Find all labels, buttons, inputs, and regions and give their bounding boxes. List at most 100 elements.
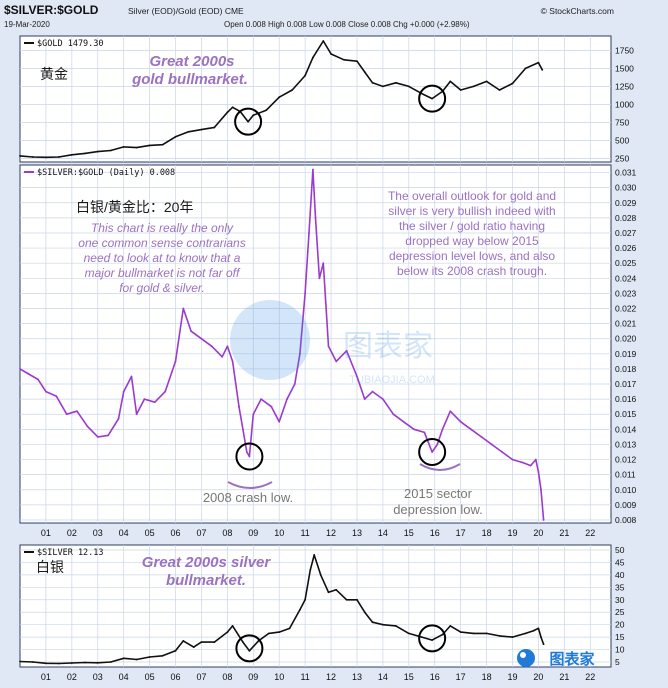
data-point [343,58,345,61]
y-tick-label: 30 [615,595,625,605]
x-tick-label: 09 [248,528,258,538]
header-description: Silver (EOD)/Gold (EOD) CME [128,6,244,16]
data-point [96,435,99,438]
data-point [278,420,281,423]
data-point [335,360,338,363]
data-point [485,632,488,635]
x-tick-label: 06 [171,672,181,682]
y-tick-label: 0.017 [615,379,637,389]
x-tick-label: 16 [430,528,440,538]
data-point [542,643,545,646]
svg-text:one common sense contrarians: one common sense contrarians [78,236,245,250]
data-point [356,375,358,378]
data-point [299,608,301,611]
svg-text:The overall outlook for gold a: The overall outlook for gold and [388,189,556,203]
data-point [200,128,203,131]
legend-label: $SILVER:$GOLD (Daily) 0.008 [37,168,175,178]
data-point [330,53,332,55]
header-date: 19-Mar-2020 [4,20,50,29]
data-point [449,410,452,413]
data-point [413,428,415,431]
y-tick-label: 0.012 [615,455,637,465]
data-point [319,573,322,576]
data-point [252,413,255,416]
data-point [322,262,325,265]
data-point [459,420,462,423]
x-tick-label: 02 [67,672,77,682]
x-tick-label: 07 [196,528,206,538]
y-tick-label: 1250 [615,81,634,91]
y-tick-label: 15 [615,632,625,642]
x-tick-label: 09 [248,672,258,682]
data-point [164,390,167,393]
data-point [490,443,493,446]
data-point [135,146,138,149]
svg-text:depression low.: depression low. [393,502,483,517]
data-point [117,417,120,420]
svg-text:major bullmarket is not far of: major bullmarket is not far off [85,266,241,280]
y-tick-label: 0.027 [615,228,637,238]
data-point [248,455,251,458]
data-point [304,598,307,601]
svg-text:2015 sector: 2015 sector [404,486,473,501]
data-point [32,156,34,158]
x-tick-label: 04 [119,528,129,538]
data-point [83,661,86,664]
x-tick-label: 05 [145,528,155,538]
data-point [231,360,234,363]
logo-bubble-icon [517,649,535,667]
data-point [313,554,316,556]
data-point [122,657,125,660]
data-point [109,149,112,152]
data-point [182,639,185,642]
y-tick-label: 0.015 [615,409,637,419]
y-tick-label: 0.020 [615,334,637,344]
data-point [541,69,544,71]
watermark-cn: 图表家 [343,330,433,363]
data-point [242,428,244,431]
data-point [327,345,330,348]
data-point [19,660,21,663]
x-tick-label: 01 [41,528,51,538]
y-tick-label: 0.031 [615,168,637,178]
data-point [37,378,40,381]
data-point [459,89,462,91]
data-point [431,639,434,642]
data-point [174,135,177,138]
data-point [534,458,537,461]
data-point [148,144,151,147]
y-tick-label: 0.028 [615,213,637,223]
highlight-circle [235,634,264,663]
data-point [356,598,358,601]
highlight-circle [418,624,447,653]
data-point [308,232,310,234]
data-point [363,611,366,614]
data-point [459,631,462,634]
x-tick-label: 14 [378,528,388,538]
data-point [314,216,317,219]
x-tick-label: 10 [274,672,284,682]
data-point [394,625,397,627]
svg-text:below its 2008 crash trough.: below its 2008 crash trough. [397,264,547,278]
data-point [498,89,501,91]
data-point [431,451,434,453]
y-tick-label: 0.023 [615,288,637,298]
y-tick-label: 1000 [615,99,634,109]
x-tick-label: 08 [222,672,232,682]
data-point [55,395,58,398]
data-point [521,461,524,464]
data-point [248,649,251,652]
y-tick-label: 0.008 [615,515,637,525]
y-tick-label: 0.022 [615,304,637,314]
data-point [226,111,229,114]
x-tick-label: 17 [456,672,466,682]
data-point [70,662,73,664]
data-point [291,89,294,91]
x-tick-label: 02 [67,528,77,538]
data-point [213,641,216,644]
y-tick-label: 0.016 [615,394,637,404]
data-point [242,641,244,644]
data-point [45,390,47,393]
data-point [394,81,397,84]
y-tick-label: 1750 [615,45,634,55]
